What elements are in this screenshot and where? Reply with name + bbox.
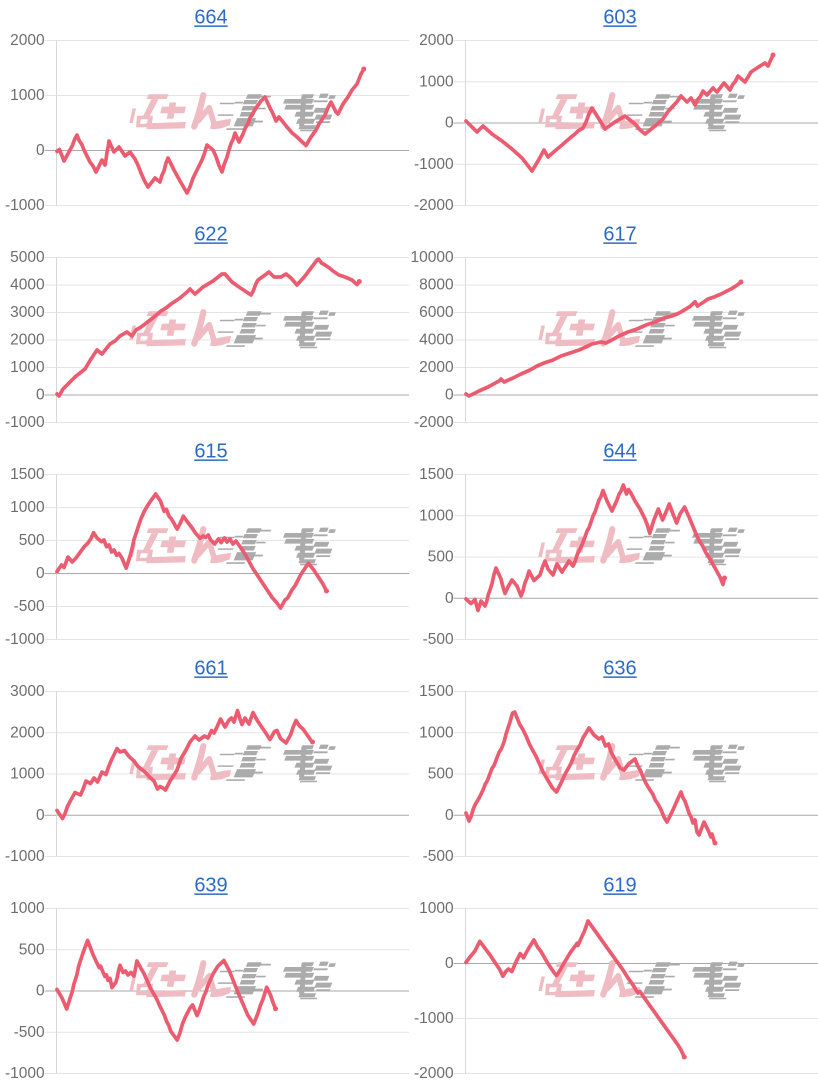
svg-text:6000: 6000 — [419, 304, 454, 321]
svg-text:-1000: -1000 — [5, 631, 45, 648]
svg-text:500: 500 — [428, 766, 454, 783]
svg-text:-500: -500 — [14, 1024, 45, 1041]
svg-text:-500: -500 — [423, 848, 454, 865]
svg-text:10000: 10000 — [410, 249, 453, 266]
svg-text:0: 0 — [36, 565, 45, 582]
svg-text:-1000: -1000 — [5, 1065, 45, 1082]
svg-text:636: 636 — [603, 658, 636, 680]
svg-text:3000: 3000 — [10, 683, 45, 700]
svg-text:0: 0 — [445, 955, 454, 972]
svg-text:-2000: -2000 — [414, 1065, 454, 1082]
svg-text:617: 617 — [603, 224, 636, 246]
svg-text:1000: 1000 — [419, 724, 454, 741]
svg-text:1500: 1500 — [419, 683, 454, 700]
svg-text:1000: 1000 — [10, 359, 45, 376]
svg-text:500: 500 — [19, 941, 45, 958]
svg-text:-1000: -1000 — [414, 156, 454, 173]
svg-text:1000: 1000 — [10, 900, 45, 917]
svg-text:4000: 4000 — [419, 332, 454, 349]
svg-text:603: 603 — [603, 7, 636, 29]
svg-text:0: 0 — [36, 983, 45, 1000]
svg-text:2000: 2000 — [419, 359, 454, 376]
svg-text:0: 0 — [445, 115, 454, 132]
svg-text:2000: 2000 — [10, 332, 45, 349]
svg-text:664: 664 — [194, 7, 227, 29]
svg-text:0: 0 — [445, 387, 454, 404]
svg-text:2000: 2000 — [10, 724, 45, 741]
svg-text:1000: 1000 — [10, 766, 45, 783]
svg-text:-500: -500 — [423, 631, 454, 648]
svg-text:8000: 8000 — [419, 277, 454, 294]
svg-text:5000: 5000 — [10, 249, 45, 266]
svg-text:0: 0 — [36, 807, 45, 824]
svg-text:1000: 1000 — [419, 900, 454, 917]
svg-text:-2000: -2000 — [414, 414, 454, 431]
svg-text:622: 622 — [194, 224, 227, 246]
svg-text:661: 661 — [194, 658, 227, 680]
svg-text:1500: 1500 — [10, 466, 45, 483]
svg-text:-1000: -1000 — [5, 414, 45, 431]
svg-text:3000: 3000 — [10, 304, 45, 321]
svg-text:0: 0 — [36, 142, 45, 159]
svg-text:2000: 2000 — [10, 32, 45, 49]
svg-text:2000: 2000 — [419, 32, 454, 49]
svg-text:619: 619 — [603, 875, 636, 897]
svg-text:500: 500 — [19, 532, 45, 549]
svg-text:-1000: -1000 — [414, 1010, 454, 1027]
svg-text:500: 500 — [428, 549, 454, 566]
svg-text:1000: 1000 — [419, 507, 454, 524]
svg-text:-1000: -1000 — [5, 197, 45, 214]
svg-text:1000: 1000 — [419, 73, 454, 90]
svg-text:-500: -500 — [14, 598, 45, 615]
svg-text:644: 644 — [603, 441, 636, 463]
svg-text:615: 615 — [194, 441, 227, 463]
svg-text:1000: 1000 — [10, 87, 45, 104]
svg-text:639: 639 — [194, 875, 227, 897]
svg-text:0: 0 — [445, 590, 454, 607]
svg-text:0: 0 — [445, 807, 454, 824]
svg-text:0: 0 — [36, 387, 45, 404]
svg-text:1500: 1500 — [419, 466, 454, 483]
svg-text:-2000: -2000 — [414, 197, 454, 214]
svg-text:4000: 4000 — [10, 277, 45, 294]
svg-text:-1000: -1000 — [5, 848, 45, 865]
svg-text:1000: 1000 — [10, 499, 45, 516]
